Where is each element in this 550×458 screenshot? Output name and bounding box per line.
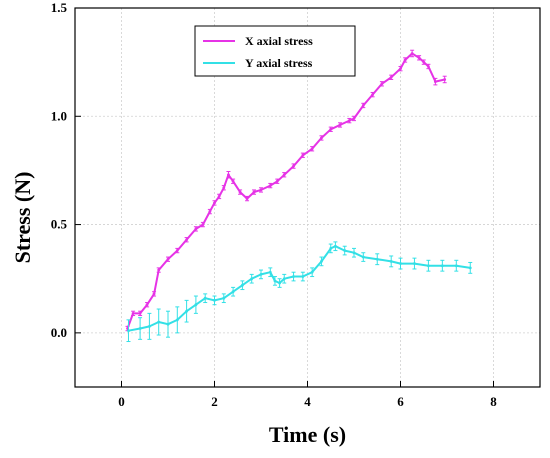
x-tick-label: 4 <box>304 394 311 409</box>
series-y-axial-stress <box>126 241 473 343</box>
data-point <box>282 173 286 177</box>
data-point <box>334 244 337 248</box>
data-point <box>175 318 179 322</box>
data-point <box>138 311 142 315</box>
data-point <box>250 277 254 281</box>
y-tick-label: 0.0 <box>51 325 67 340</box>
data-point <box>338 123 342 127</box>
data-point <box>259 188 263 192</box>
y-tick-label: 1.0 <box>51 108 67 123</box>
data-point <box>245 197 249 200</box>
data-point <box>443 78 447 81</box>
data-point <box>252 190 256 194</box>
x-tick-label: 8 <box>490 394 497 409</box>
data-point <box>157 268 161 272</box>
data-point <box>194 303 198 307</box>
data-point <box>380 82 384 86</box>
series-x-axial-stress <box>125 49 447 332</box>
data-point <box>268 184 272 187</box>
data-point <box>185 238 189 242</box>
data-point <box>145 303 149 307</box>
data-point <box>310 270 314 274</box>
data-point <box>227 173 230 177</box>
data-point <box>389 75 393 79</box>
data-point <box>440 264 444 268</box>
data-point <box>259 272 263 276</box>
data-point <box>231 179 235 183</box>
data-point <box>217 195 221 198</box>
data-point <box>222 296 226 300</box>
data-point <box>361 104 365 107</box>
x-tick-label: 0 <box>118 394 125 409</box>
data-point <box>157 320 161 324</box>
data-point <box>175 249 179 252</box>
data-point <box>352 251 356 255</box>
data-point <box>399 262 402 265</box>
data-point <box>278 281 281 285</box>
data-point <box>231 290 235 294</box>
data-point <box>427 264 430 268</box>
data-point <box>343 249 347 252</box>
data-point <box>292 164 295 168</box>
legend-label: X axial stress <box>245 34 313 48</box>
data-point <box>127 329 130 333</box>
data-point <box>275 179 279 183</box>
data-point <box>352 117 356 120</box>
data-point <box>422 60 426 64</box>
data-point <box>203 296 207 300</box>
data-point <box>166 257 170 261</box>
data-point <box>148 324 151 328</box>
x-tick-label: 2 <box>211 394 218 409</box>
data-point <box>166 322 170 326</box>
data-point <box>241 283 244 287</box>
data-point <box>152 292 156 296</box>
data-point <box>468 266 472 270</box>
data-point <box>131 311 135 315</box>
legend-box <box>194 25 356 77</box>
data-point <box>320 259 323 263</box>
legend-label: Y axial stress <box>245 56 313 70</box>
y-axis-title: Stress (N) <box>10 172 35 264</box>
data-point <box>292 275 295 278</box>
data-point <box>403 58 407 62</box>
data-point <box>301 153 305 157</box>
data-point <box>201 223 205 226</box>
data-point <box>410 52 414 55</box>
data-point <box>268 270 272 274</box>
data-point <box>417 56 421 60</box>
y-tick-label: 1.5 <box>51 0 68 15</box>
data-point <box>238 190 242 194</box>
data-point <box>389 259 393 263</box>
data-point <box>208 210 212 213</box>
data-point <box>454 264 458 268</box>
data-point <box>301 275 305 278</box>
data-point <box>222 186 226 190</box>
x-axis-title: Time (s) <box>269 422 346 447</box>
data-point <box>310 147 314 151</box>
series-line <box>128 245 471 332</box>
data-point <box>433 80 437 84</box>
data-point <box>361 255 365 259</box>
data-point <box>273 279 277 283</box>
data-point <box>347 119 351 123</box>
data-point <box>329 127 333 131</box>
data-point <box>413 262 416 265</box>
data-point <box>213 298 216 302</box>
x-tick-label: 6 <box>397 394 404 409</box>
data-point <box>194 227 198 231</box>
data-point <box>138 327 142 330</box>
data-point <box>185 309 189 313</box>
data-point <box>282 277 286 281</box>
y-tick-label: 0.5 <box>51 217 68 232</box>
data-point <box>371 93 374 97</box>
data-point <box>375 257 379 261</box>
data-point <box>427 65 430 68</box>
data-point <box>320 136 323 140</box>
data-point <box>399 67 402 71</box>
series-line <box>126 52 445 329</box>
data-point <box>329 246 333 250</box>
data-point <box>213 201 216 205</box>
